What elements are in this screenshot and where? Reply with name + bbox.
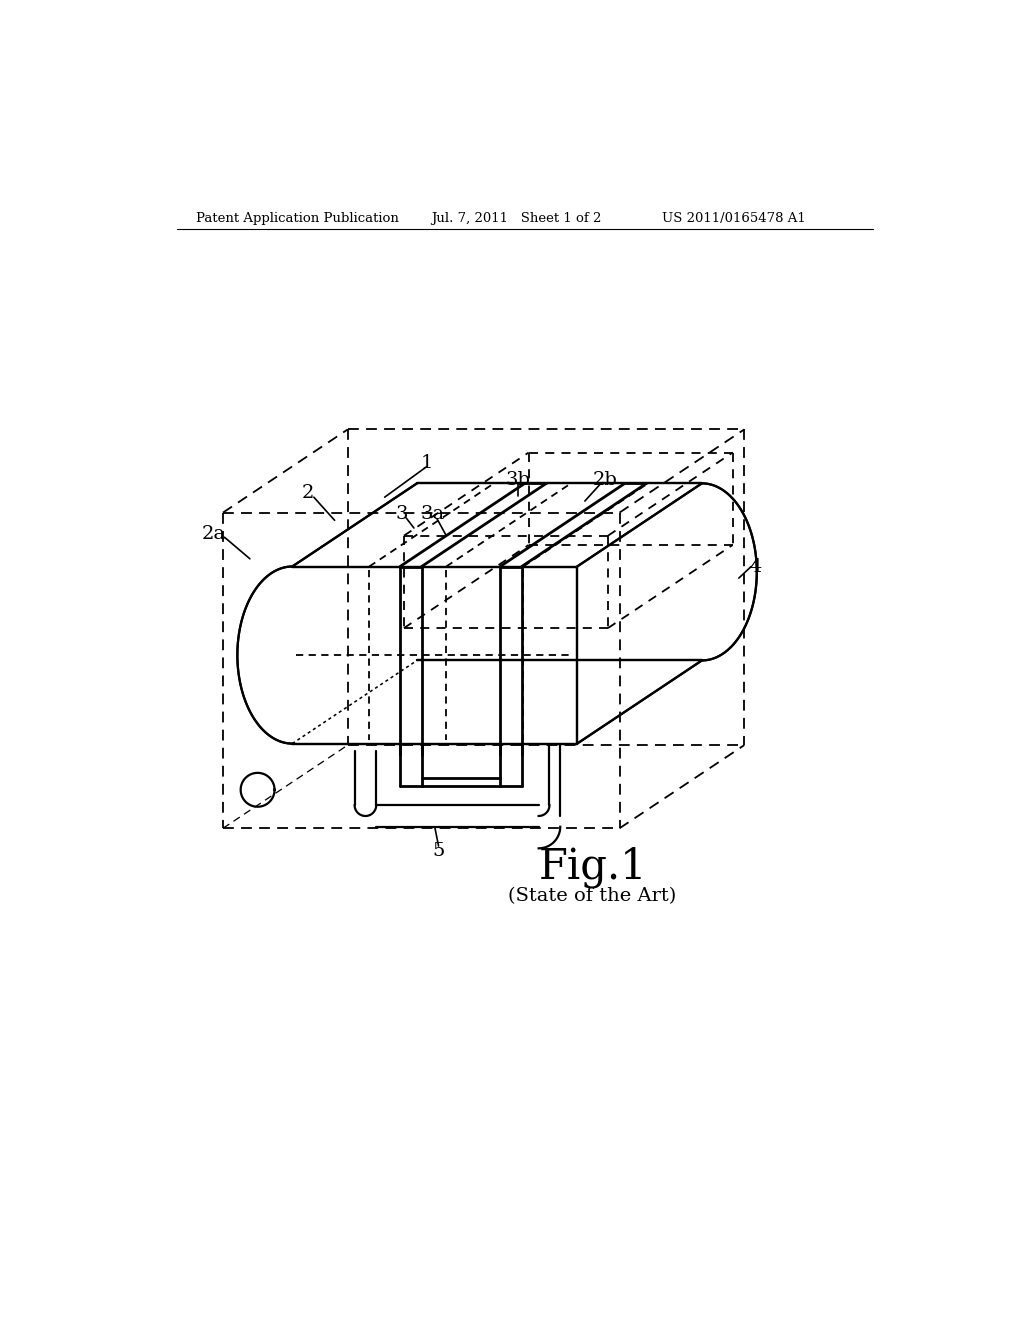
Text: 2: 2 <box>301 484 313 503</box>
Text: 2b: 2b <box>593 471 617 490</box>
Text: 5: 5 <box>432 842 444 861</box>
Text: 2a: 2a <box>202 525 225 543</box>
Text: Fig.1: Fig.1 <box>539 846 647 888</box>
Text: (State of the Art): (State of the Art) <box>509 887 677 906</box>
Text: US 2011/0165478 A1: US 2011/0165478 A1 <box>662 213 806 224</box>
Text: Patent Application Publication: Patent Application Publication <box>196 213 399 224</box>
Polygon shape <box>578 483 701 743</box>
Text: 4: 4 <box>750 557 762 576</box>
Polygon shape <box>292 566 578 743</box>
Text: 3: 3 <box>395 506 408 523</box>
Text: 1: 1 <box>421 454 433 471</box>
Text: 3a: 3a <box>420 506 444 523</box>
Text: Jul. 7, 2011   Sheet 1 of 2: Jul. 7, 2011 Sheet 1 of 2 <box>431 213 601 224</box>
Text: 3b: 3b <box>506 471 530 490</box>
Polygon shape <box>292 483 701 566</box>
